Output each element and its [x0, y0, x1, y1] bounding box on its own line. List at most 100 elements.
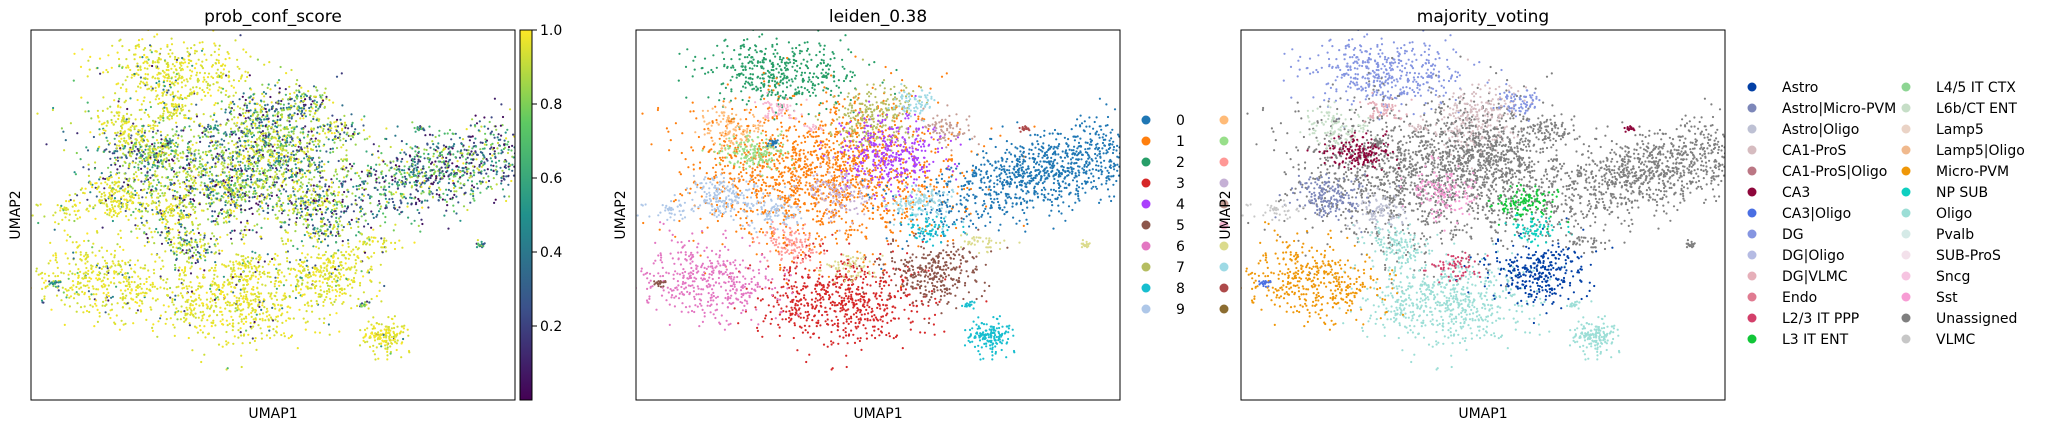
scatter-point	[155, 227, 158, 231]
scatter-point	[237, 116, 240, 119]
scatter-point	[104, 299, 107, 302]
scatter-point	[552, 136, 554, 138]
scatter-point	[461, 166, 464, 170]
scatter-point	[403, 169, 406, 172]
scatter-point	[267, 83, 270, 86]
scatter-point	[393, 204, 396, 207]
scatter-point	[260, 157, 263, 160]
scatter-point	[275, 298, 279, 301]
scatter-point	[270, 186, 273, 189]
scatter-point	[238, 176, 242, 180]
scatter-point	[105, 249, 109, 252]
scatter-point	[543, 143, 545, 145]
scatter-point	[276, 315, 280, 318]
scatter-point	[417, 147, 420, 150]
scatter-point	[302, 131, 305, 134]
scatter-point	[261, 83, 264, 86]
scatter-point	[240, 74, 244, 77]
scatter-point	[85, 251, 88, 254]
scatter-point	[291, 126, 295, 129]
scatter-point	[229, 275, 232, 278]
scatter-point	[328, 188, 331, 191]
scatter-point	[273, 294, 276, 297]
scatter-point	[217, 154, 220, 157]
scatter-point	[230, 315, 233, 318]
scatter-point	[189, 158, 192, 161]
scatter-point	[278, 87, 281, 90]
scatter-point	[252, 155, 255, 158]
scatter-point	[388, 182, 391, 185]
scatter-point	[280, 113, 284, 116]
scatter-point	[341, 240, 344, 243]
scatter-point	[333, 174, 336, 177]
scatter-point	[317, 170, 320, 173]
scatter-point	[123, 145, 127, 148]
scatter-point	[164, 310, 167, 314]
scatter-point	[131, 187, 134, 190]
scatter-point	[235, 201, 238, 204]
scatter-point	[385, 137, 388, 141]
scatter-point	[202, 304, 205, 307]
scatter-point	[189, 295, 192, 298]
scatter-point	[151, 208, 154, 212]
scatter-point	[258, 148, 261, 151]
scatter-point	[169, 183, 172, 186]
scatter-point	[80, 259, 83, 262]
scatter-point	[100, 267, 103, 270]
scatter-point	[201, 41, 204, 44]
scatter-point	[487, 185, 490, 188]
scatter-point	[283, 177, 287, 181]
scatter-point	[242, 122, 245, 125]
scatter-point	[95, 288, 98, 291]
scatter-point	[335, 201, 338, 204]
scatter-point	[212, 76, 215, 80]
scatter-point	[385, 204, 388, 207]
scatter-point	[89, 304, 92, 307]
scatter-point	[170, 82, 173, 85]
scatter-point	[228, 171, 231, 174]
scatter-point	[138, 143, 142, 146]
scatter-point	[290, 156, 293, 159]
scatter-point	[47, 262, 50, 265]
scatter-point	[428, 125, 431, 128]
scatter-point	[231, 229, 234, 232]
scatter-point	[143, 294, 146, 297]
scatter-point	[219, 146, 222, 149]
scatter-point	[487, 179, 491, 183]
scatter-point	[223, 162, 226, 165]
scatter-point	[251, 183, 254, 186]
scatter-point	[504, 164, 507, 167]
scatter-point	[212, 310, 215, 313]
scatter-point	[362, 194, 365, 197]
scatter-point	[354, 194, 357, 198]
scatter-point	[460, 142, 463, 146]
scatter-point	[126, 64, 129, 67]
scatter-point	[125, 294, 128, 297]
scatter-point	[174, 81, 177, 84]
scatter-point	[313, 169, 316, 172]
scatter-point	[116, 131, 119, 134]
scatter-point	[231, 318, 234, 322]
scatter-point	[425, 180, 428, 183]
scatter-point	[516, 164, 518, 166]
scatter-point	[107, 54, 110, 57]
scatter-point	[167, 305, 170, 308]
scatter-point	[173, 144, 177, 147]
scatter-point	[299, 117, 302, 120]
scatter-point	[231, 158, 234, 161]
scatter-point	[243, 132, 246, 136]
scatter-point	[248, 100, 252, 103]
scatter-point	[167, 65, 170, 68]
scatter-point	[472, 141, 476, 144]
scatter-point	[461, 138, 465, 141]
scatter-point	[274, 122, 277, 125]
scatter-point	[214, 141, 217, 144]
scatter-point	[423, 199, 427, 202]
scatter-point	[178, 199, 181, 202]
scatter-point	[280, 271, 283, 274]
scatter-point	[147, 269, 150, 272]
scatter-point	[229, 152, 232, 155]
scatter-point	[281, 181, 284, 184]
scatter-point	[238, 169, 241, 172]
scatter-point	[198, 165, 201, 169]
